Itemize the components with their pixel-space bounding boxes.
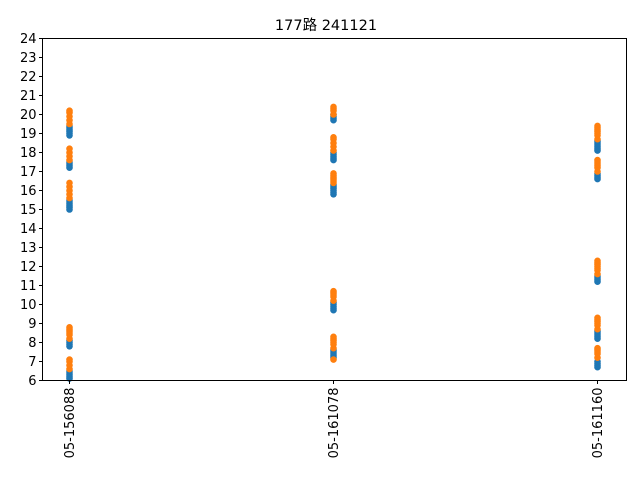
x-axis: 05-156088 05-161078 05-161160 — [63, 380, 606, 459]
scatter-point — [66, 107, 73, 114]
y-tick-label: 17 — [20, 165, 37, 180]
y-tick-label: 23 — [20, 51, 37, 66]
y-tick-label: 11 — [20, 279, 37, 294]
x-tick-label: 05-156088 — [63, 388, 78, 459]
y-tick-label: 13 — [20, 241, 37, 256]
y-tick-label: 20 — [20, 108, 37, 123]
scatter-point — [66, 356, 73, 363]
y-tick-label: 12 — [20, 260, 37, 275]
y-tick-label: 22 — [20, 70, 37, 85]
chart-title: 177路 241121 — [275, 17, 377, 34]
scatter-point — [330, 103, 337, 111]
scatter-point — [594, 257, 601, 265]
y-tick-label: 24 — [20, 32, 37, 47]
scatter-point — [66, 145, 73, 152]
y-tick-label: 8 — [28, 336, 36, 351]
x-tick-label: 05-161078 — [327, 388, 342, 459]
scatter-point — [594, 314, 601, 322]
y-tick-label: 6 — [28, 374, 36, 389]
plot-marks — [66, 103, 601, 382]
y-axis: 6 7 8 9 10 11 12 13 14 15 16 17 18 19 20 21 22 23 24 — [20, 32, 43, 389]
x-tick-label: 05-161160 — [591, 388, 606, 459]
plot-frame — [42, 38, 627, 381]
y-tick-label: 7 — [28, 355, 36, 370]
scatter-point — [594, 156, 601, 164]
scatter-point — [330, 333, 337, 341]
scatter-point — [330, 170, 337, 177]
y-tick-label: 16 — [20, 184, 37, 199]
scatter-point — [594, 122, 601, 130]
y-tick-label: 14 — [20, 222, 37, 237]
y-tick-label: 10 — [20, 298, 37, 313]
y-tick-label: 15 — [20, 203, 37, 218]
scatter-point — [330, 287, 337, 295]
y-tick-label: 19 — [20, 127, 37, 142]
scatter-point — [594, 344, 601, 352]
scatter-point — [330, 356, 337, 363]
scatter-point — [330, 134, 337, 141]
y-tick-label: 21 — [20, 89, 37, 104]
scatter-point — [66, 324, 73, 331]
scatter-point — [66, 179, 73, 187]
y-tick-label: 9 — [28, 317, 36, 332]
y-tick-label: 18 — [20, 146, 37, 161]
